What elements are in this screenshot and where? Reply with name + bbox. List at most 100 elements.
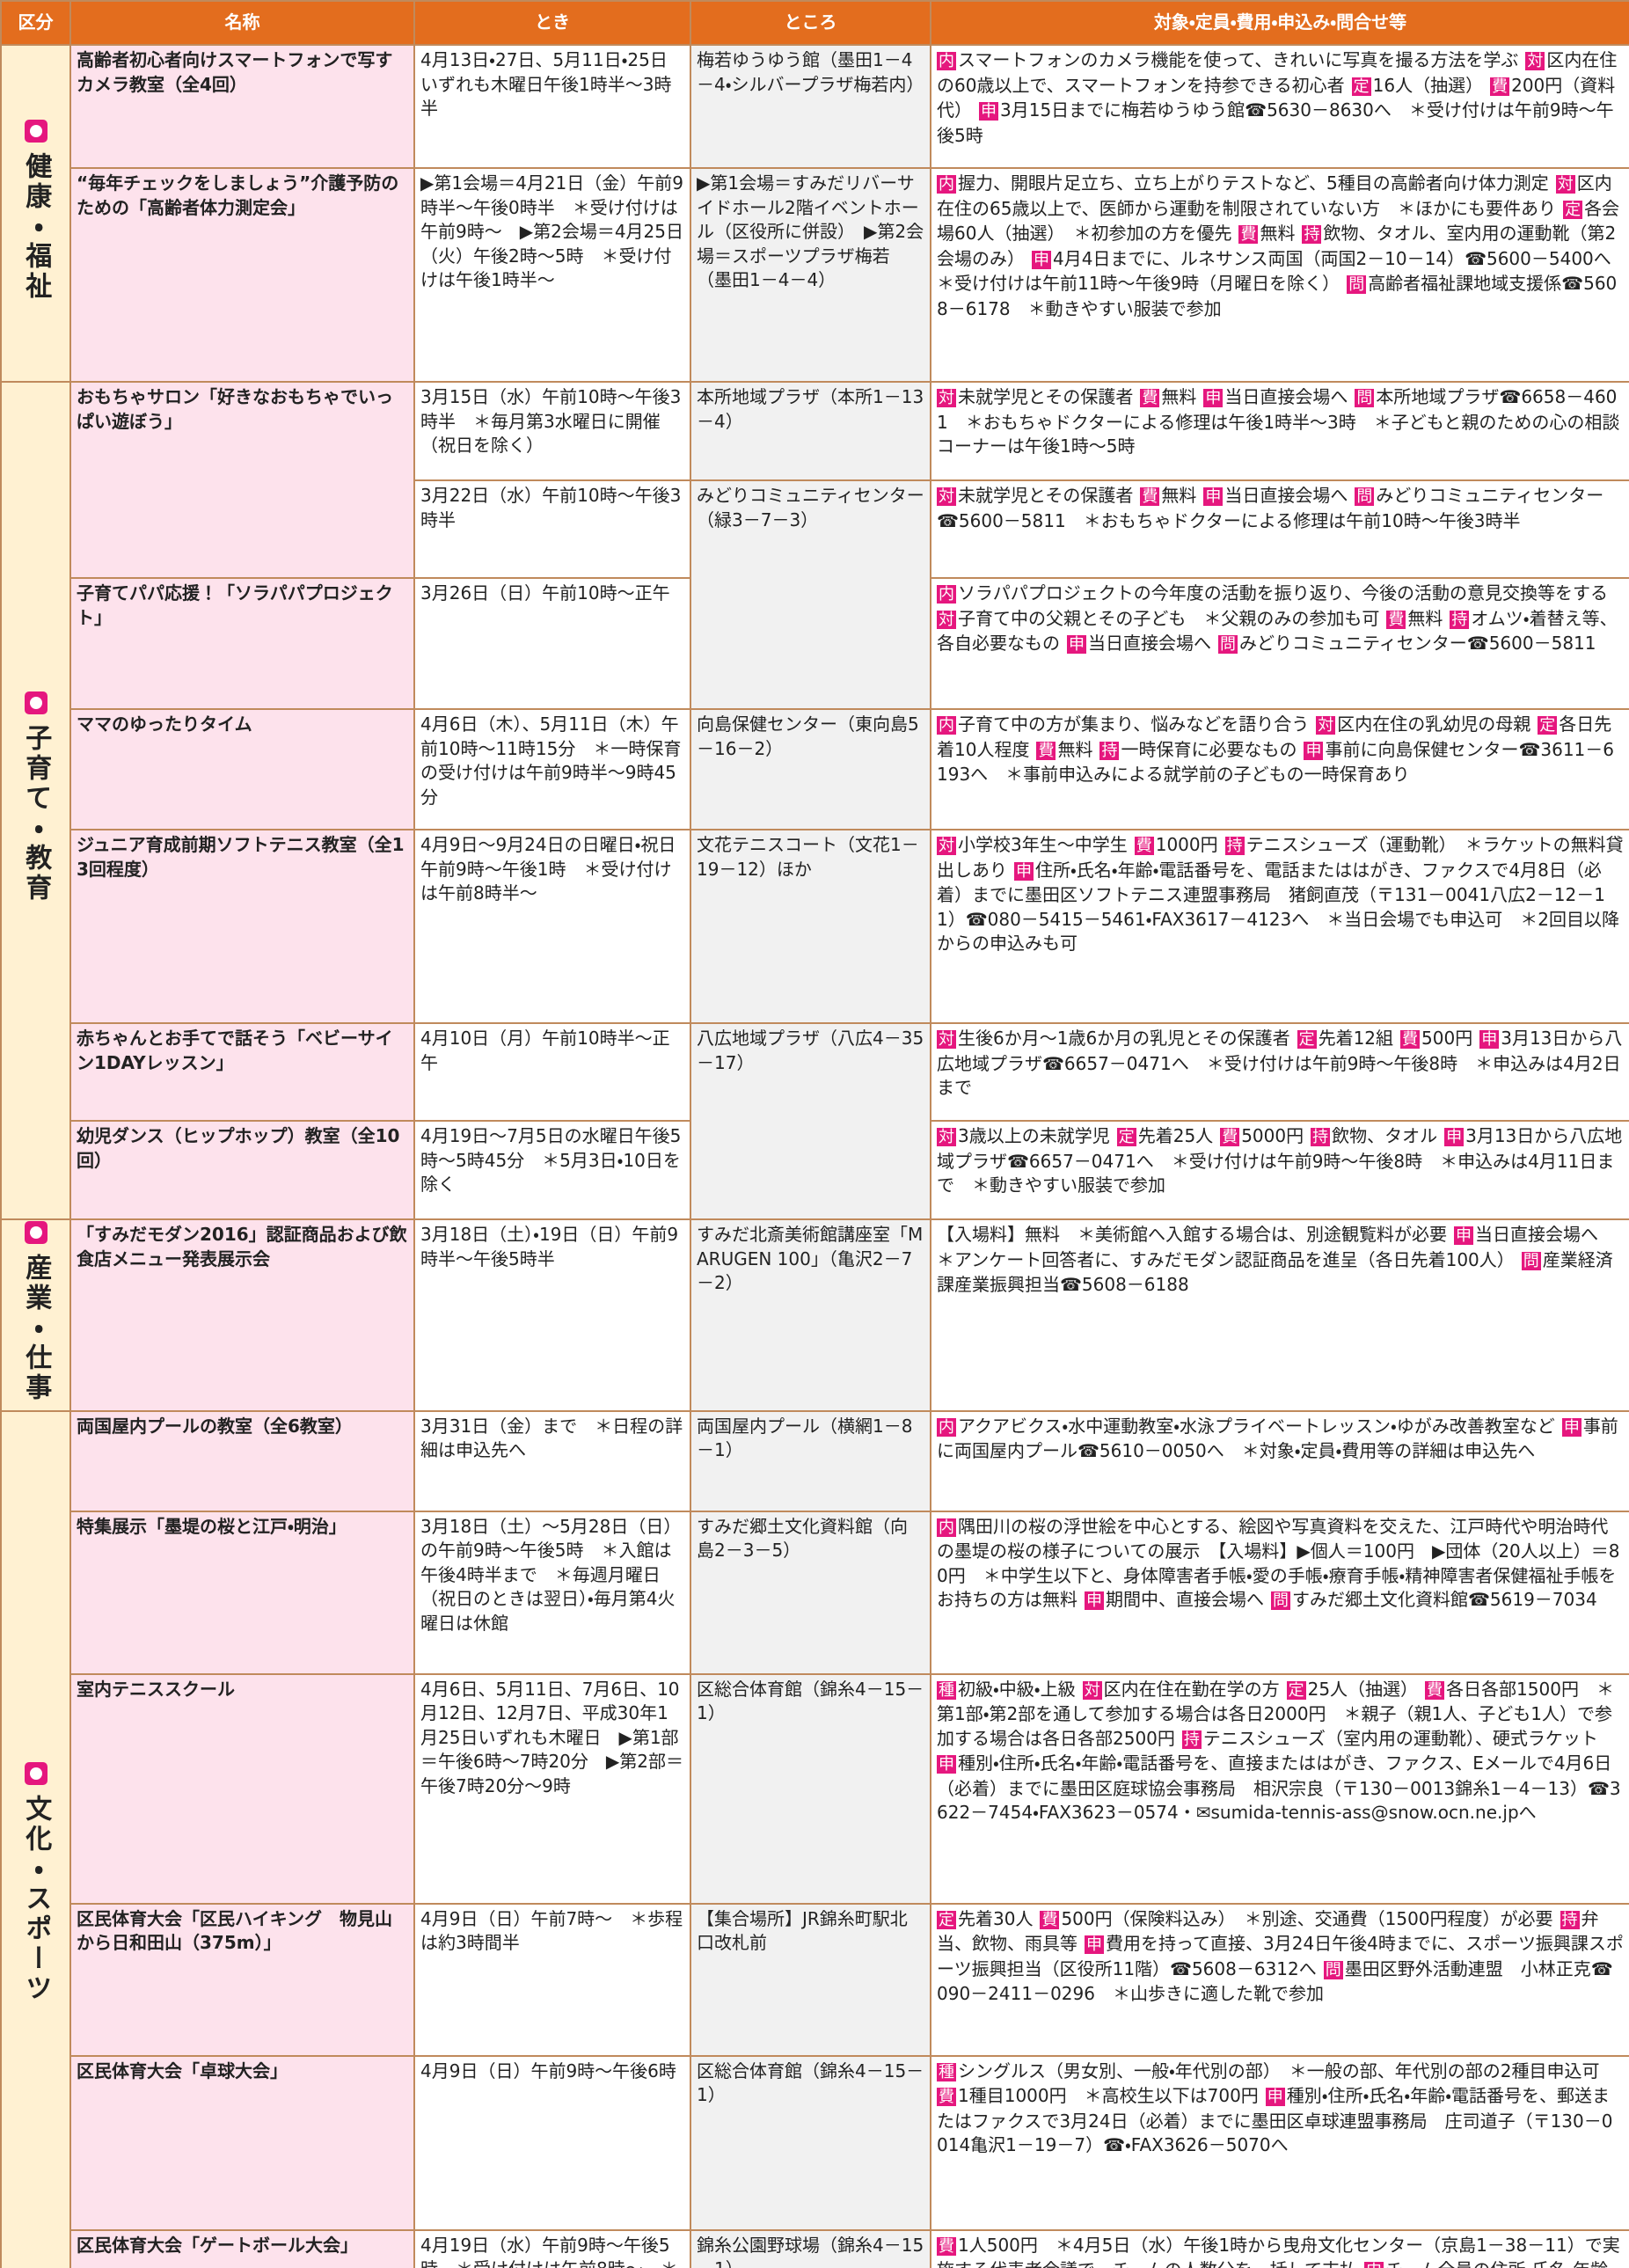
- detail-marker: 持: [1099, 741, 1120, 760]
- event-place: 向島保健センター（東向島5－16－2）: [690, 708, 931, 830]
- event-time: 3月22日（水）午前10時～午後3時半: [413, 479, 691, 579]
- detail-text: 当日直接会場へ ＊アンケート回答者に、すみだモダン認証商品を進呈（各日先着100…: [937, 1224, 1616, 1270]
- detail-text: 無料: [1057, 738, 1093, 760]
- detail-text: みどりコミュニティセンター☎5600－5811: [1239, 633, 1596, 654]
- detail-text: 先着30人: [958, 1907, 1034, 1929]
- detail-marker: 費: [1386, 610, 1406, 629]
- detail-marker: 申: [1265, 2088, 1285, 2106]
- event-name: 子育てパパ応援！「ソラパパプロジェクト」: [69, 577, 415, 710]
- detail-marker: 問: [1323, 1960, 1343, 1979]
- detail-marker: 対: [937, 487, 956, 506]
- detail-text: 無料: [1260, 223, 1296, 244]
- event-time: 4月9日（日）午前7時～ ＊歩程は約3時間半: [413, 1902, 691, 2057]
- detail-marker: 申: [1479, 1030, 1500, 1049]
- event-name: 「すみだモダン2016」認証商品および飲食店メニュー発表展示会: [69, 1218, 415, 1412]
- table-row: “毎年チェックをしましょう”介護予防のための「高齢者体力測定会」 ▶第1会場＝4月…: [1, 167, 1629, 383]
- detail-marker: 費: [1490, 77, 1510, 96]
- detail-marker: 問: [1355, 487, 1375, 506]
- event-time: 3月18日（土）・19日（日）午前9時半～午後5時半: [413, 1218, 691, 1412]
- event-details: 費 1人500円 ＊4月5日（水）午後1時から曳舟文化センター（京島1－38－11…: [930, 2228, 1629, 2268]
- table-row: 健康・福祉 高齢者初心者向けスマートフォンで写すカメラ教室（全4回） 4月13日・2…: [0, 44, 1629, 383]
- detail-text: テニスシューズ（室内用の運動靴）、硬式ラケット: [1202, 1727, 1598, 1749]
- event-details: 対 3歳以上の未就学児定先着25人費 5000円持飲物、タオル申 3月13日から八広地…: [930, 1120, 1629, 1220]
- event-name: “毎年チェックをしましょう”介護予防のための「高齢者体力測定会」: [69, 167, 415, 383]
- header-cell: 対象・定員・費用・申込み・問合せ等: [930, 0, 1629, 46]
- detail-text: 各日各部1500円 ＊第1部・第2部を通して参加する場合は各日2000円 ＊親子…: [937, 1678, 1614, 1749]
- category-label: 産業・仕事: [20, 1254, 52, 1403]
- detail-marker: 種: [937, 2062, 956, 2081]
- detail-marker: 申: [1085, 1591, 1104, 1610]
- event-time: 4月19日～7月5日の水曜日午後5時～5時45分 ＊5月3日・10日を除く: [413, 1120, 691, 1220]
- detail-text: 産業経済課産業振興担当☎5608－6188: [937, 1248, 1613, 1296]
- detail-marker: 持: [1181, 1730, 1202, 1749]
- event-details: 定先着30人費 500円（保険料込み） ＊別途、交通費（1500円程度）が必要持弁…: [930, 1902, 1629, 2057]
- detail-marker: 対: [1316, 716, 1336, 735]
- event-details: 内スマートフォンのカメラ機能を使って、きれいに写真を撮る方法を学ぶ対区内在住の6…: [930, 44, 1629, 169]
- event-name: 室内テニススクール: [69, 1672, 415, 1905]
- table-row: ジュニア育成前期ソフトテニス教室（全13回程度） 4月9日～9月24日の日曜日・祝…: [1, 829, 1629, 1024]
- category-label: 文化・スポーツ: [20, 1795, 52, 2005]
- event-time: 4月19日（水）午前9時～午後5時 ＊受け付けは午前8時～ ＊雨天の場合は4月2…: [413, 2228, 691, 2268]
- detail-marker: 費: [1238, 225, 1259, 244]
- event-place: 両国屋内プール（横網1－8－1）: [690, 1409, 931, 1512]
- detail-text: 未就学児とその保護者: [958, 386, 1134, 407]
- detail-text: 4月4日までに、ルネサンス両国（両国2－10－14）☎5600－5400へ ＊受…: [937, 247, 1629, 295]
- detail-marker: 対: [1082, 1680, 1102, 1700]
- detail-text: スマートフォンのカメラ機能を使って、きれいに写真を撮る方法を学ぶ: [958, 49, 1519, 70]
- detail-text: 高齢者福祉課地域支援係☎5608－6178 ＊動きやすい服装で参加: [937, 273, 1618, 319]
- event-place: すみだ郷土文化資料館（向島2－3－5）: [690, 1510, 931, 1675]
- detail-text: 3月13日から八広地域プラザ☎6657－0471へ ＊受け付けは午前9時～午後8…: [937, 1125, 1623, 1196]
- table-row: 幼児ダンス（ヒップホップ）教室（全10回） 4月19日～7月5日の水曜日午後5時～…: [1, 1120, 1629, 1220]
- table-row: 区民体育大会「卓球大会」 4月9日（日）午前9時～午後6時 区総合体育館（錦糸4－1…: [1, 2054, 1629, 2231]
- detail-text: 当日直接会場へ: [1088, 633, 1211, 654]
- detail-text: みどりコミュニティセンター☎5600－5811 ＊おもちゃドクターによる修理は午…: [937, 485, 1604, 531]
- table-row: 特集展示「墨堤の桜と江戸・明治」 3月18日（土）～5月28日（日）の午前9時～午…: [1, 1510, 1629, 1675]
- detail-text: 1000円: [1155, 834, 1218, 855]
- category-cell: 子育て・教育: [0, 381, 71, 1220]
- detail-marker: 費: [1425, 1680, 1445, 1700]
- event-time: 4月6日、5月11日、7月6日、10月12日、12月7日、平成30年1月25日い…: [413, 1672, 691, 1905]
- detail-text: 未就学児とその保護者: [958, 485, 1134, 506]
- detail-text: 種別・住所・氏名・年齢・電話番号を、郵送またはファクスで3月24日（必着）までに…: [937, 2085, 1613, 2155]
- detail-text: シングルス（男女別、一般・年代別の部） ＊一般の部、年代別の部の2種目申込可: [958, 2059, 1600, 2081]
- table-row: 赤ちゃんとお手てで話そう「ベビーサイン1DAYレッスン」 4月10日（月）午前10…: [1, 1022, 1629, 1220]
- table-row: 産業・仕事 「すみだモダン2016」認証商品および飲食店メニュー発表展示会 3月18…: [0, 1218, 1629, 1412]
- detail-text: すみだ郷土文化資料館☎5619－7034: [1292, 1589, 1597, 1610]
- table-row: 室内テニススクール 4月6日、5月11日、7月6日、10月12日、12月7日、平成…: [1, 1672, 1629, 1905]
- detail-marker: 内: [937, 585, 956, 604]
- detail-text: 3月15日までに梅若ゆうゆう館☎5630－8630へ ＊受け付けは午前9時～午後…: [937, 99, 1614, 146]
- event-details: 種初級・中級・上級対区内在住在勤在学の方定 25人（抽選） 費各日各部1500円 ＊…: [930, 1672, 1629, 1905]
- detail-text: 費用を持って直接、3月24日午後4時までに、スポーツ振興課スポーツ振興担当（区役…: [937, 1933, 1624, 1979]
- table-row: 子育て・教育 おもちゃサロン「好きなおもちゃでいっぱい遊ぼう」 3月15日（水）午前…: [0, 381, 1629, 1220]
- detail-text: 子育て中の父親とその子ども ＊父親のみの参加も可: [958, 607, 1380, 629]
- detail-text: 子育て中の方が集まり、悩みなどを語り合う: [958, 713, 1310, 735]
- detail-text: 各日先着10人程度: [937, 713, 1612, 760]
- event-place: ▶第1会場＝すみだリバーサイドホール2階イベントホール（区役所に併設） ▶第2会…: [690, 167, 931, 383]
- category-icon: [24, 691, 47, 715]
- detail-text: 200円（資料代）: [937, 74, 1616, 121]
- event-name: 両国屋内プールの教室（全6教室）: [69, 1409, 415, 1512]
- detail-text: オムツ・着替え等、各自必要なもの: [937, 607, 1618, 655]
- detail-marker: 申: [1203, 389, 1224, 407]
- event-place: 【集合場所】JR錦糸町駅北口改札前: [690, 1902, 931, 2057]
- event-time: 3月26日（日）午前10時～正午: [413, 577, 691, 710]
- detail-text: 当日直接会場へ: [1224, 485, 1348, 506]
- detail-text: 区内在住在勤在学の方: [1103, 1678, 1280, 1700]
- event-place: 八広地域プラザ（八広4－35－17）: [690, 1022, 931, 1220]
- category-icon: [24, 1762, 47, 1786]
- table-row: ママのゆったりタイム 4月6日（木）、5月11日（木）午前10時～11時15分 ＊…: [1, 708, 1629, 830]
- detail-text: 墨田区野外活動連盟 小林正克☎090－2411－0296 ＊山歩きに適した靴で参…: [937, 1957, 1613, 2005]
- detail-text: 当日直接会場へ: [1224, 386, 1348, 407]
- table-row: 文化・スポーツ 両国屋内プールの教室（全6教室） 3月31日（金）まで ＊日程の詳細…: [0, 1409, 1629, 2268]
- event-place: 本所地域プラザ（本所1－13－4）: [690, 381, 931, 481]
- detail-text: 500円（保険料込み） ＊別途、交通費（1500円程度）が必要: [1061, 1907, 1553, 1929]
- event-place: すみだ北斎美術館講座室「MARUGEN 100」（亀沢2－7－2）: [690, 1218, 931, 1412]
- category-label: 健康・福祉: [20, 151, 52, 302]
- detail-marker: 内: [937, 175, 956, 194]
- detail-marker: 対: [937, 1030, 956, 1049]
- table-row: 3月22日（水）午前10時～午後3時半 みどりコミュニティセンター（緑3－7－3）…: [1, 479, 1629, 710]
- detail-marker: 内: [937, 716, 956, 735]
- category-icon: [24, 1221, 47, 1244]
